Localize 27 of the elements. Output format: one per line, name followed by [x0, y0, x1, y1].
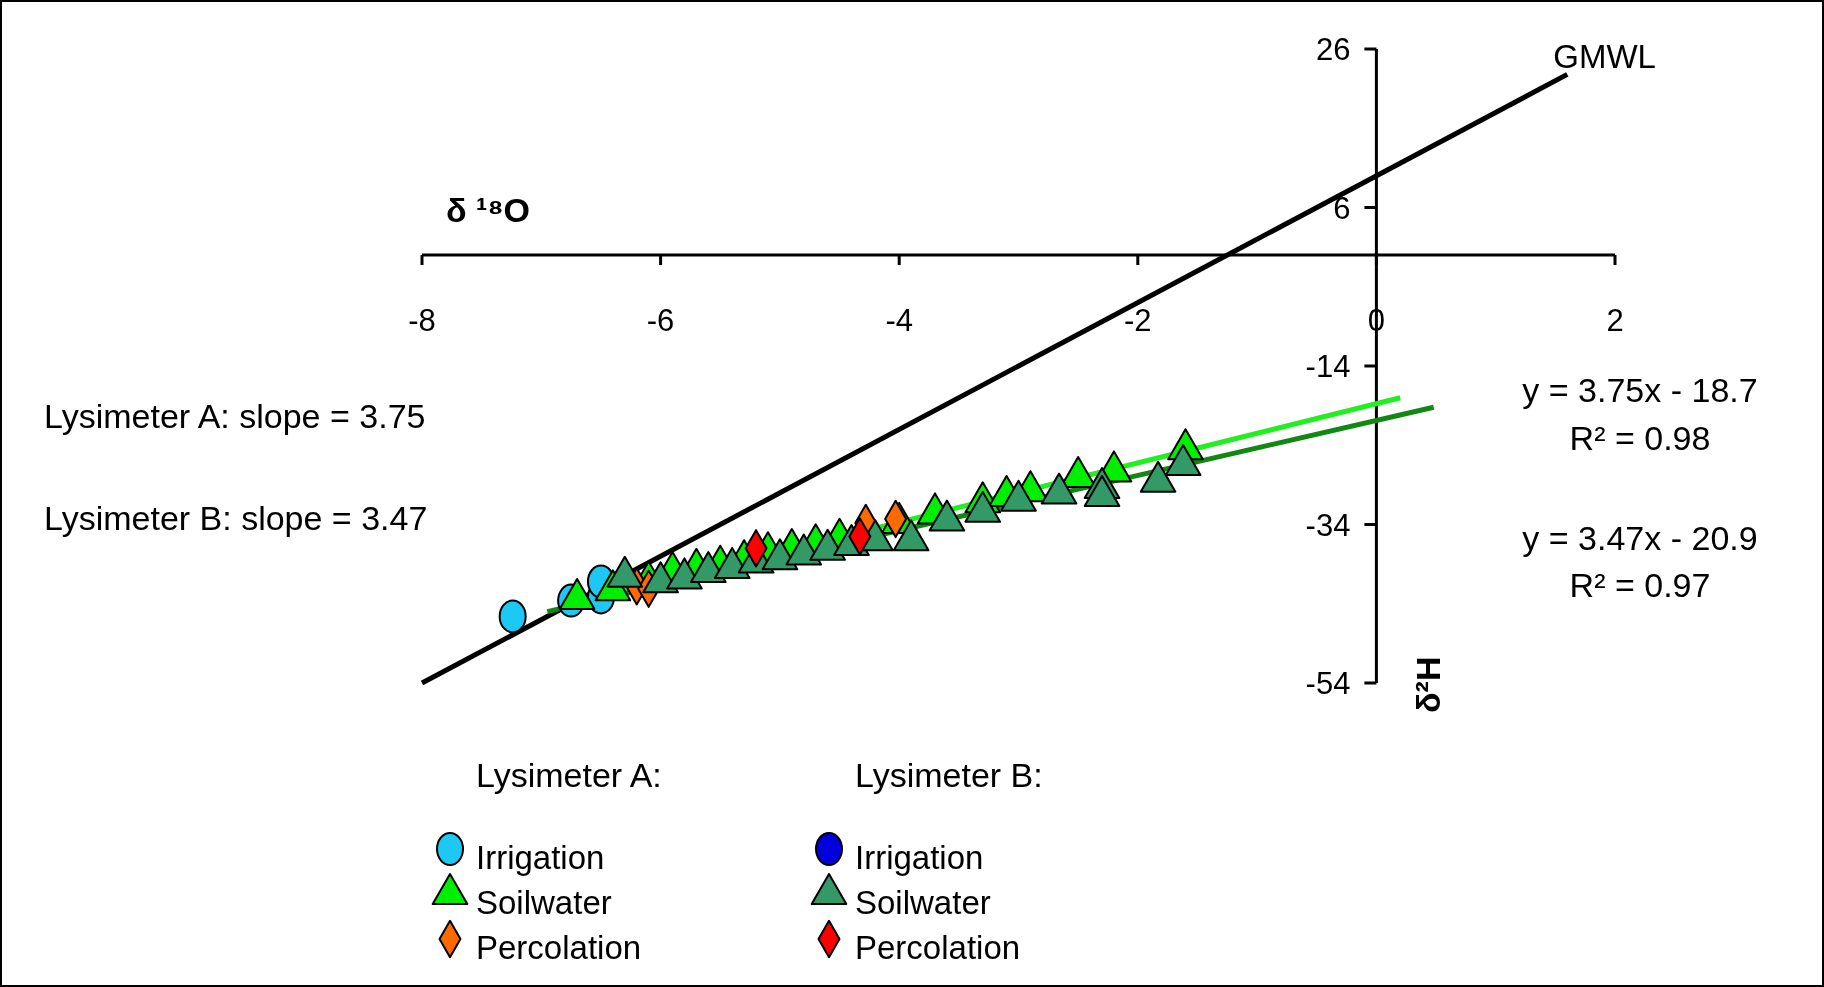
- x-tick-label: -6: [646, 303, 675, 339]
- annotation: y = 3.47x - 20.9: [1522, 519, 1758, 557]
- legend-label: Irrigation: [476, 839, 605, 876]
- legend-label: Soilwater: [855, 884, 991, 921]
- legend-label: Irrigation: [855, 839, 984, 876]
- annotation: Lysimeter A: slope = 3.75: [44, 397, 426, 435]
- x-axis-title: δ ¹⁸O: [446, 191, 530, 229]
- annotation: R² = 0.98: [1569, 419, 1711, 457]
- legend-label: Percolation: [476, 929, 642, 966]
- text: Lysimeter B:: [855, 756, 1043, 794]
- x-tick-label: -8: [408, 303, 436, 339]
- x-tick-label: 2: [1606, 303, 1624, 339]
- y-tick-label: 26: [1315, 32, 1351, 67]
- annotation: y = 3.75x - 18.7: [1522, 371, 1758, 409]
- y-tick-label: -54: [1305, 666, 1351, 701]
- y-tick-label: -34: [1305, 507, 1351, 543]
- annotation: Lysimeter B: slope = 3.47: [44, 499, 428, 537]
- annotation: R² = 0.97: [1569, 566, 1711, 604]
- series-label: GMWL: [1553, 38, 1656, 76]
- x-tick-label: -2: [1124, 303, 1152, 339]
- y-tick-label: 6: [1333, 190, 1351, 226]
- y-tick-label: -14: [1305, 349, 1351, 384]
- legend-label: Percolation: [855, 929, 1021, 966]
- y-axis-title: δ²H: [1409, 656, 1448, 713]
- x-tick-label: -4: [885, 303, 913, 339]
- legend-label: Soilwater: [476, 884, 612, 921]
- text: Lysimeter A:: [476, 756, 662, 794]
